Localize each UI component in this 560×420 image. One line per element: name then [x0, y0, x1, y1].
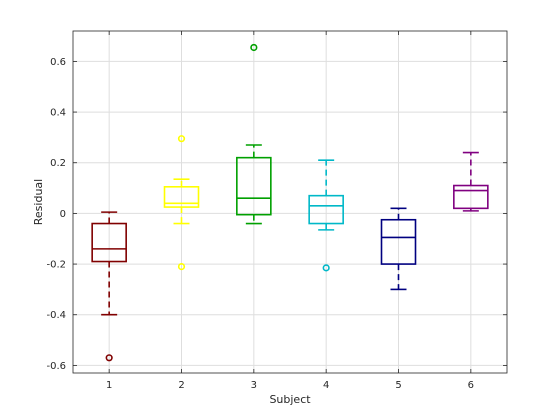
box: [163, 186, 200, 208]
outlier-point: [177, 135, 186, 143]
box-group-5: [380, 207, 417, 291]
box: [91, 222, 127, 263]
x-tick-label: 2: [178, 380, 184, 391]
box: [308, 194, 344, 225]
y-tick-label: 0.2: [50, 158, 66, 169]
box-group-4: [308, 159, 344, 272]
axes-frame: [72, 30, 508, 374]
y-tick-label: -0.4: [46, 310, 66, 321]
outlier-point: [105, 354, 113, 362]
y-tick-label: -0.6: [46, 361, 66, 372]
x-tick-label: 4: [323, 380, 329, 391]
box-group-3: [236, 43, 272, 225]
outlier-point: [250, 43, 258, 52]
x-axis-label: Subject: [269, 393, 311, 406]
box: [453, 184, 489, 210]
x-tick-label: 3: [251, 380, 257, 391]
outlier-point: [322, 264, 330, 272]
box: [380, 218, 417, 265]
x-tick-label: 1: [106, 380, 112, 391]
x-tick-label: 6: [468, 380, 474, 391]
box-group-1: [91, 211, 127, 362]
y-tick-label: 0.4: [50, 108, 66, 119]
y-axis-label: Residual: [32, 179, 45, 225]
grid: [73, 31, 507, 373]
box: [236, 156, 272, 216]
x-tick-label: 5: [395, 380, 401, 391]
box-group-2: [163, 135, 200, 271]
outlier-point: [177, 263, 186, 271]
box-group-6: [453, 151, 489, 212]
boxes: [91, 43, 489, 362]
y-tick-label: 0.6: [50, 57, 66, 68]
y-tick-label: -0.2: [46, 260, 66, 271]
y-tick-label: 0: [60, 209, 66, 220]
ticks: -0.6 -0.4 -0.2 0 0.2 0.4 0.6 1 2 3 4 5 6: [46, 31, 507, 391]
